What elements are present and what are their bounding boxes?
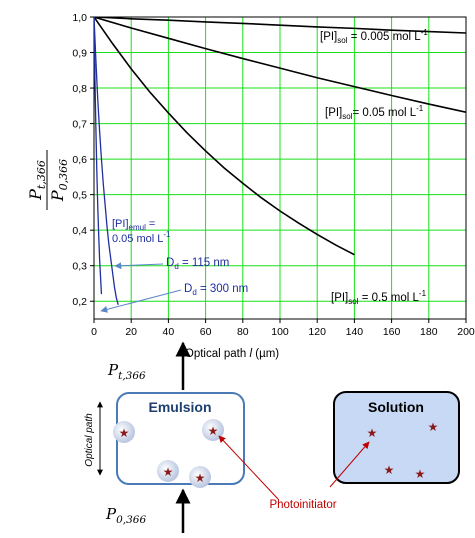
- series-group: [94, 17, 466, 305]
- y-tick-label: 0,3: [72, 261, 87, 273]
- star-icon: ★: [428, 420, 439, 434]
- star-icon: ★: [195, 471, 206, 485]
- y-axis-label: Pt,366 P0,366: [26, 150, 70, 210]
- emulsion-stars: ★ ★ ★ ★: [119, 424, 219, 485]
- arrow-dd-115: [114, 262, 164, 270]
- y-tick-label: 0,2: [72, 296, 87, 308]
- x-tick-label: 60: [200, 326, 212, 338]
- star-icon: ★: [415, 467, 426, 481]
- annotation-dd-115: Dd = 115 nm: [166, 257, 229, 271]
- droplet: [189, 466, 211, 488]
- x-tick-label: 0: [91, 326, 97, 338]
- solution-box: [333, 391, 460, 484]
- y-tick-label: 0,5: [72, 190, 87, 202]
- star-icon: ★: [384, 463, 395, 477]
- grid: [93, 16, 467, 319]
- series-line-3: [94, 17, 355, 256]
- x-axis-label: Optical path l (µm): [185, 348, 279, 360]
- series-line-4: [94, 17, 119, 305]
- p0-label: P0,366: [105, 505, 146, 526]
- y-tick-label: 0,9: [72, 48, 87, 60]
- x-tick-label: 200: [457, 326, 475, 338]
- x-axis-ticks: 0 20 40 60 80 100 120 140 160 180 200: [91, 319, 475, 338]
- x-tick-label: 80: [237, 326, 249, 338]
- star-icon: ★: [208, 424, 219, 438]
- annotation-sol-0005: [PI]sol = 0.005 mol L-1: [320, 28, 428, 45]
- arrow-photoinitiator-emulsion: [218, 435, 279, 500]
- droplet: [157, 460, 179, 482]
- optical-path-label: Optical path: [84, 413, 95, 467]
- photoinitiator-label: Photoinitiator: [269, 499, 336, 511]
- y-label-numerator: Pt,366: [26, 160, 48, 201]
- x-tick-label: 160: [383, 326, 401, 338]
- x-tick-label: 20: [125, 326, 137, 338]
- star-icon: ★: [367, 426, 378, 440]
- droplet: [202, 419, 224, 441]
- diagram: Pt,366 Optical path Emulsion ★ ★ ★ ★ Sol…: [84, 341, 460, 533]
- x-tick-label: 140: [346, 326, 364, 338]
- annotation-sol-005: [PI]sol= 0.05 mol L-1: [325, 104, 424, 121]
- pt-label: Pt,366: [107, 361, 146, 382]
- x-tick-label: 40: [163, 326, 175, 338]
- annotation-emul-line1: [PI]emul =: [112, 218, 155, 232]
- solution-label: Solution: [368, 399, 424, 415]
- y-tick-label: 0,4: [72, 225, 87, 237]
- solution-stars: ★ ★ ★ ★: [367, 420, 439, 481]
- chart: 0 20 40 60 80 100 120 140 160 180 200 0,2 0,3 0,4 0,5…: [26, 12, 475, 360]
- y-tick-label: 1,0: [72, 12, 87, 24]
- x-tick-label: 120: [308, 326, 326, 338]
- arrow-dd-300: [100, 289, 182, 313]
- emulsion-label: Emulsion: [148, 399, 211, 415]
- arrow-photoinitiator-solution: [329, 441, 370, 488]
- series-line-2: [94, 17, 466, 114]
- star-icon: ★: [163, 465, 174, 479]
- droplet: [113, 421, 135, 443]
- y-tick-label: 0,7: [72, 119, 87, 131]
- annotation-dd-300: Dd = 300 nm: [184, 283, 248, 297]
- annotation-sol-05: [PI]sol = 0.5 mol L-1: [331, 289, 427, 306]
- emulsion-droplets: [113, 419, 224, 488]
- series-line-5: [94, 17, 103, 295]
- annotation-emul-line2: 0.05 mol L-1: [112, 230, 171, 245]
- series-line-1: [94, 17, 466, 34]
- y-tick-label: 0,8: [72, 83, 87, 95]
- x-tick-label: 100: [271, 326, 289, 338]
- y-label-denominator: P0,366: [48, 159, 70, 202]
- x-tick-label: 180: [420, 326, 438, 338]
- star-icon: ★: [119, 426, 130, 440]
- y-tick-label: 0,6: [72, 154, 87, 166]
- y-axis-ticks: 0,2 0,3 0,4 0,5 0,6 0,7 0,8 0,9 1,0: [72, 12, 94, 308]
